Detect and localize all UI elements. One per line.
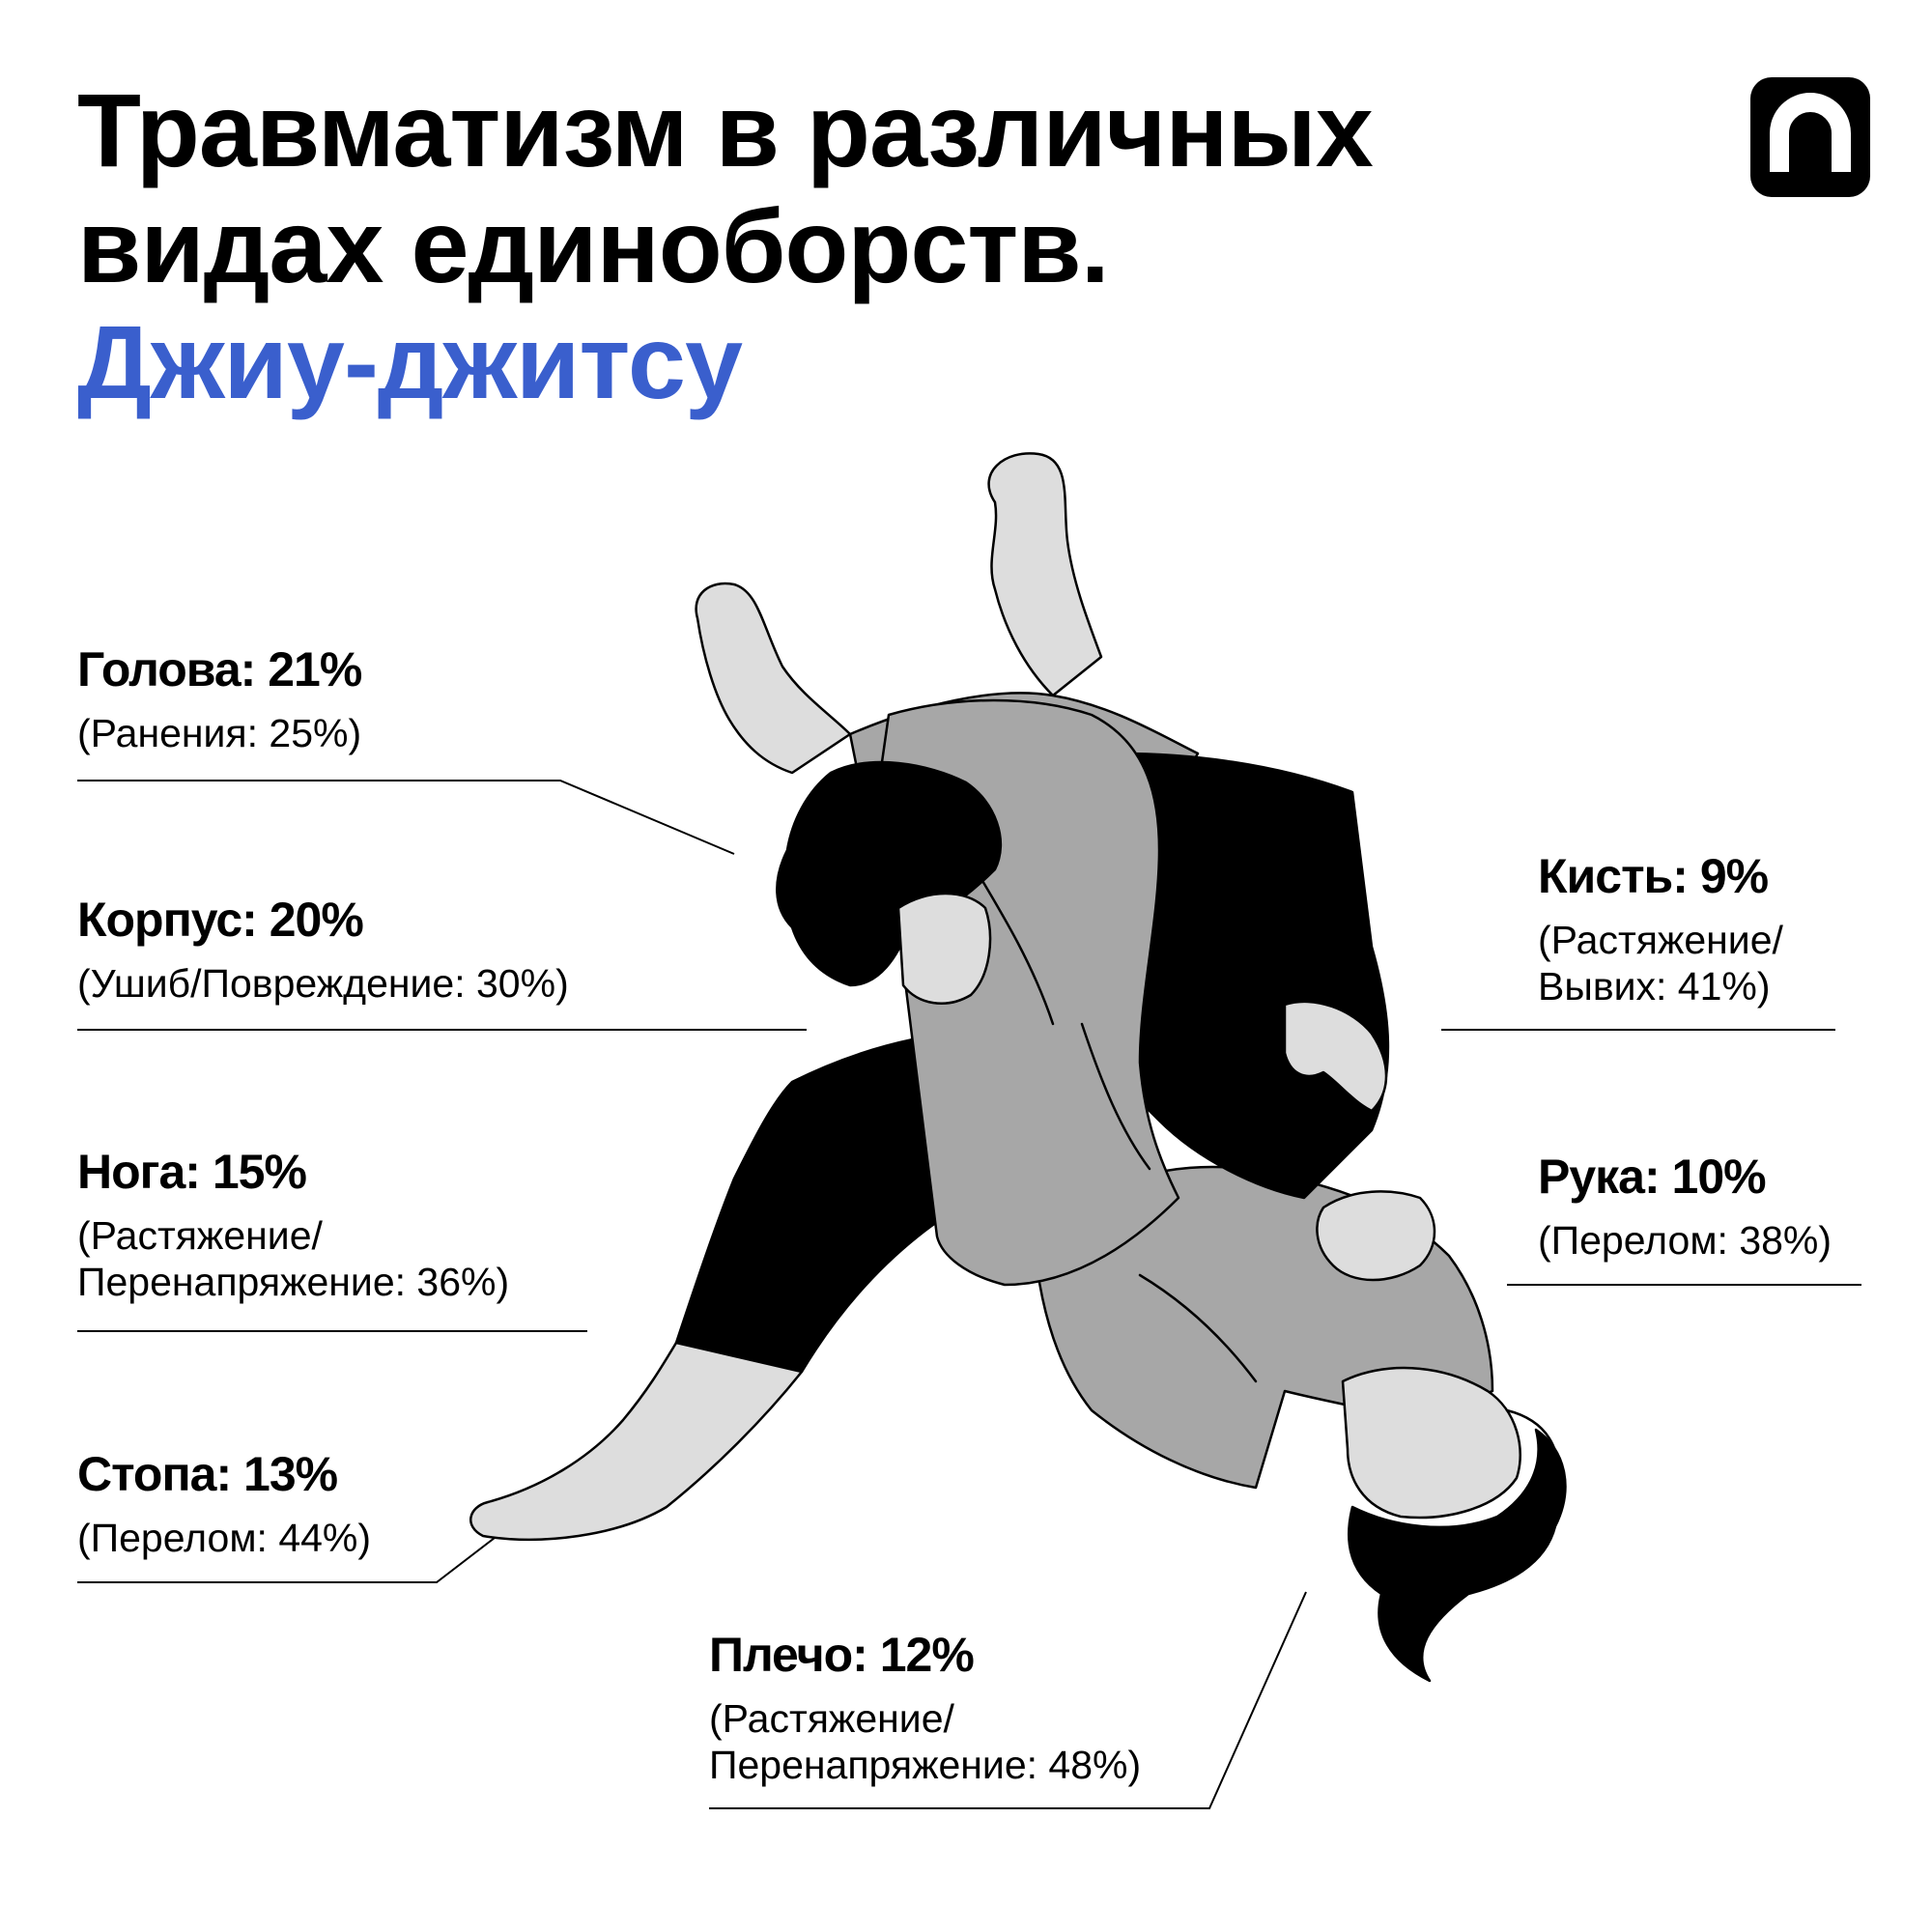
stat-arm-detail: (Перелом: 38%) (1538, 1217, 1832, 1264)
stat-hand: Кисть: 9% (Растяжение/ Вывих: 41%) (1538, 847, 1783, 1009)
stat-leg: Нога: 15% (Растяжение/ Перенапряжение: 3… (77, 1143, 509, 1305)
stat-head-detail-line: (Ранения: 25%) (77, 711, 362, 755)
title-line-3: Джиу-джитсу (77, 303, 743, 420)
stat-torso: Корпус: 20% (Ушиб/Повреждение: 30%) (77, 891, 569, 1007)
stat-torso-detail-line: (Ушиб/Повреждение: 30%) (77, 961, 569, 1006)
stat-arm-detail-line: (Перелом: 38%) (1538, 1218, 1833, 1263)
stat-leg-detail-line-1: (Растяжение/ (77, 1213, 323, 1258)
stat-leg-detail: (Растяжение/ Перенапряжение: 36%) (77, 1212, 509, 1305)
stat-torso-detail: (Ушиб/Повреждение: 30%) (77, 960, 569, 1007)
stat-shoulder: Плечо: 12% (Растяжение/ Перенапряжение: … (709, 1626, 1141, 1788)
stat-foot-detail-line: (Перелом: 44%) (77, 1516, 372, 1560)
stat-hand-detail-line-2: Вывих: 41%) (1538, 964, 1771, 1009)
brand-logo-icon (1750, 77, 1870, 197)
stat-head-label: Голова: 21% (77, 642, 362, 696)
stat-hand-detail-line-1: (Растяжение/ (1538, 918, 1783, 962)
page-title: Травматизм в различных видах единоборств… (77, 71, 1374, 420)
stat-shoulder-detail-line-1: (Растяжение/ (709, 1696, 954, 1741)
stat-leg-detail-line-2: Перенапряжение: 36%) (77, 1260, 510, 1304)
stat-head-detail: (Ранения: 25%) (77, 710, 361, 756)
stat-foot-detail: (Перелом: 44%) (77, 1515, 371, 1561)
stat-foot-label: Стопа: 13% (77, 1447, 338, 1501)
stat-arm: Рука: 10% (Перелом: 38%) (1538, 1148, 1832, 1264)
stat-hand-label: Кисть: 9% (1538, 849, 1769, 903)
stat-torso-label: Корпус: 20% (77, 893, 364, 947)
stat-arm-label: Рука: 10% (1538, 1150, 1767, 1204)
stat-shoulder-detail: (Растяжение/ Перенапряжение: 48%) (709, 1695, 1141, 1788)
stat-foot: Стопа: 13% (Перелом: 44%) (77, 1445, 371, 1561)
title-line-2: видах единоборств. (77, 187, 1110, 304)
stat-hand-detail: (Растяжение/ Вывих: 41%) (1538, 917, 1783, 1009)
stat-head: Голова: 21% (Ранения: 25%) (77, 640, 362, 756)
stat-leg-label: Нога: 15% (77, 1145, 307, 1199)
title-line-1: Травматизм в различных (77, 71, 1374, 188)
stat-shoulder-detail-line-2: Перенапряжение: 48%) (709, 1743, 1142, 1787)
stat-shoulder-label: Плечо: 12% (709, 1628, 975, 1682)
